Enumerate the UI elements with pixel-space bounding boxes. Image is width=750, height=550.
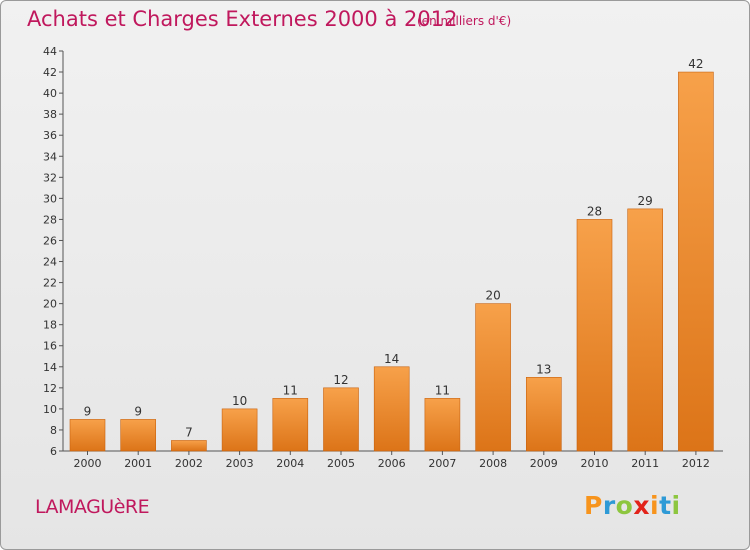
logo-letter: t — [659, 491, 672, 520]
logo-letter: o — [615, 491, 634, 520]
value-label-2008: 20 — [485, 289, 500, 303]
y-tick-label: 18 — [43, 319, 57, 332]
x-tick-label-2005: 2005 — [327, 457, 355, 470]
x-tick-label-2001: 2001 — [124, 457, 152, 470]
y-tick-label: 34 — [43, 150, 57, 163]
y-tick-label: 8 — [50, 424, 57, 437]
y-tick-label: 32 — [43, 171, 57, 184]
bar-2000 — [69, 419, 106, 452]
bar-2001 — [120, 419, 156, 452]
value-label-2001: 9 — [134, 404, 142, 418]
y-tick-label: 24 — [43, 256, 57, 269]
bar-2009 — [525, 377, 562, 452]
x-tick-label-2002: 2002 — [175, 457, 203, 470]
y-tick-label: 30 — [43, 192, 57, 205]
y-tick-label: 40 — [43, 87, 57, 100]
bar-2012 — [678, 71, 714, 452]
x-tick-label-2012: 2012 — [682, 457, 710, 470]
value-label-2000: 9 — [84, 404, 92, 418]
x-tick-label-2003: 2003 — [226, 457, 254, 470]
value-label-2005: 12 — [333, 373, 348, 387]
y-tick-label: 28 — [43, 213, 57, 226]
chart-subtitle: (en milliers d'€) — [417, 14, 512, 28]
bar-2004 — [272, 398, 309, 452]
logo-letter: i — [671, 491, 681, 520]
x-tick-label-2010: 2010 — [581, 457, 609, 470]
y-tick-label: 12 — [43, 382, 57, 395]
value-label-2012: 42 — [688, 57, 703, 71]
x-tick-label-2009: 2009 — [530, 457, 558, 470]
x-tick-label-2008: 2008 — [479, 457, 507, 470]
x-tick-label-2004: 2004 — [276, 457, 304, 470]
value-label-2007: 11 — [435, 383, 450, 397]
y-tick-label: 14 — [43, 361, 57, 374]
y-tick-label: 10 — [43, 403, 57, 416]
proxiti-logo[interactable]: Proxiti — [584, 491, 681, 520]
logo-letter: x — [633, 491, 650, 520]
y-tick-label: 16 — [43, 340, 57, 353]
commune-name: LAMAGUèRE — [35, 496, 150, 518]
bar-2007 — [424, 398, 461, 452]
x-tick-label-2006: 2006 — [378, 457, 406, 470]
bar-2011 — [627, 208, 664, 452]
x-tick-label-2011: 2011 — [631, 457, 659, 470]
y-tick-label: 6 — [50, 445, 57, 458]
x-tick-label-2000: 2000 — [74, 457, 102, 470]
bar-2008 — [475, 303, 511, 452]
y-tick-label: 36 — [43, 129, 57, 142]
bar-2006 — [373, 366, 410, 452]
logo-letter: i — [650, 491, 660, 520]
value-label-2003: 10 — [232, 394, 247, 408]
y-tick-label: 42 — [43, 66, 57, 79]
value-label-2002: 7 — [185, 425, 193, 439]
y-tick-label: 20 — [43, 298, 57, 311]
value-label-2004: 11 — [283, 383, 298, 397]
chart-title: Achats et Charges Externes 2000 à 2012 — [27, 7, 458, 31]
logo-letter: r — [602, 491, 616, 520]
value-label-2010: 28 — [587, 204, 602, 218]
value-label-2006: 14 — [384, 352, 399, 366]
x-tick-label-2007: 2007 — [428, 457, 456, 470]
bar-2010 — [576, 219, 613, 452]
logo-letter: P — [584, 491, 603, 520]
value-label-2009: 13 — [536, 362, 551, 376]
y-tick-label: 22 — [43, 277, 57, 290]
y-tick-label: 26 — [43, 234, 57, 247]
bar-2003 — [221, 408, 258, 452]
y-tick-label: 44 — [43, 45, 57, 58]
bar-2005 — [323, 387, 359, 452]
bar-2002 — [171, 440, 207, 452]
value-label-2011: 29 — [638, 194, 653, 208]
y-tick-label: 38 — [43, 108, 57, 121]
